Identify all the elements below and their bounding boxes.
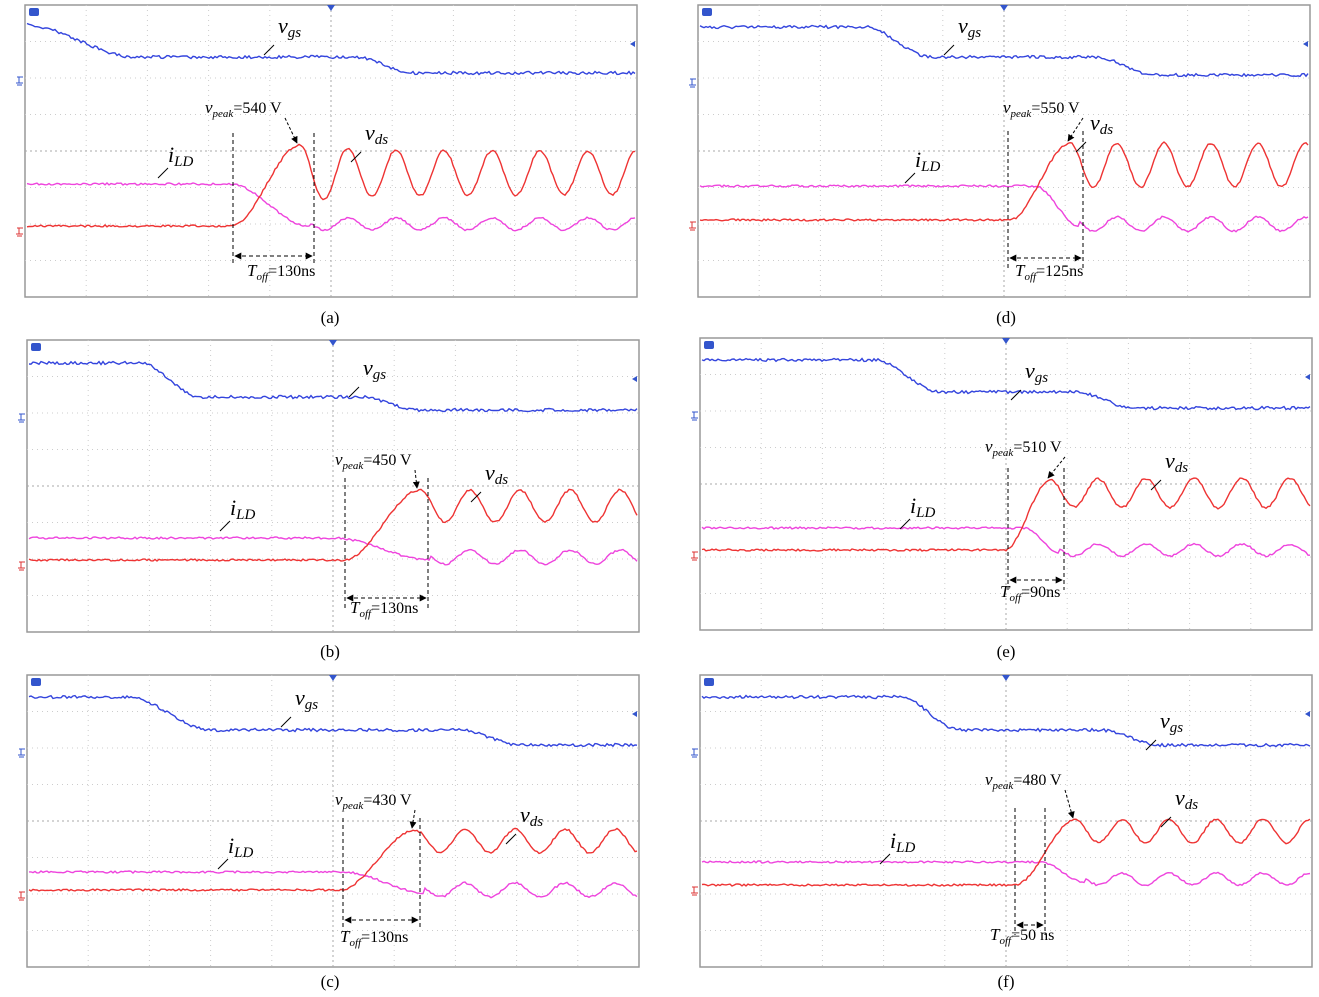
channel-badge xyxy=(704,678,714,686)
scope-panel: vgsvdsiLDvpeak=450 VToff=130ns xyxy=(18,340,639,632)
subscript: gs xyxy=(373,367,387,383)
subscript: LD xyxy=(235,507,255,523)
figure: vgsvdsiLDvpeak=540 VToff=130ns(a)vgsvdsi… xyxy=(0,0,1319,997)
subscript: ds xyxy=(1185,797,1199,813)
label-rest: =540 V xyxy=(233,100,282,117)
ground-marker xyxy=(18,414,25,422)
label-rest: =480 V xyxy=(1013,772,1062,789)
ground-marker xyxy=(18,892,25,900)
ground-marker xyxy=(689,222,696,230)
ground-marker xyxy=(691,749,698,757)
subscript: ds xyxy=(530,814,544,830)
symbol: v xyxy=(1175,785,1185,810)
label-rest: =125ns xyxy=(1036,263,1083,280)
subscript: gs xyxy=(1170,720,1184,736)
label-rest: =90ns xyxy=(1021,584,1060,601)
ground-marker xyxy=(691,887,698,895)
subscript: LD xyxy=(895,840,915,856)
symbol: v xyxy=(295,685,305,710)
ground-marker xyxy=(18,562,25,570)
label-rest: =50 ns xyxy=(1011,927,1054,944)
symbol: v xyxy=(485,460,495,485)
subscript: LD xyxy=(173,154,193,170)
channel-badge xyxy=(31,678,41,686)
caption: (d) xyxy=(996,308,1016,327)
subscript: peak xyxy=(992,447,1015,459)
subscript: gs xyxy=(305,697,319,713)
symbol: v xyxy=(278,13,288,38)
symbol: v xyxy=(1025,358,1035,383)
ground-marker xyxy=(689,79,696,87)
caption: (c) xyxy=(321,972,340,991)
ground-marker xyxy=(691,552,698,560)
label-rest: =550 V xyxy=(1031,100,1080,117)
ground-marker xyxy=(18,749,25,757)
ground-marker xyxy=(16,77,23,85)
subscript: ds xyxy=(495,472,509,488)
caption: (f) xyxy=(998,972,1015,991)
symbol: v xyxy=(1165,448,1175,473)
subscript: ds xyxy=(1100,122,1114,138)
label-rest: =130ns xyxy=(371,600,418,617)
subscript: peak xyxy=(1010,108,1033,120)
subscript: peak xyxy=(212,108,235,120)
subscript: peak xyxy=(992,780,1015,792)
scope-panel: vgsvdsiLDvpeak=430 VToff=130ns xyxy=(18,675,639,967)
label-rest: =430 V xyxy=(363,792,412,809)
symbol: v xyxy=(363,355,373,380)
symbol: v xyxy=(958,13,968,38)
subscript: LD xyxy=(915,505,935,521)
subscript: gs xyxy=(968,25,982,41)
caption: (e) xyxy=(997,642,1016,661)
symbol: v xyxy=(1090,110,1100,135)
subscript: LD xyxy=(233,845,253,861)
label-rest: =510 V xyxy=(1013,439,1062,456)
subscript: gs xyxy=(1035,370,1049,386)
subscript: ds xyxy=(375,132,389,148)
subscript: peak xyxy=(342,460,365,472)
symbol: v xyxy=(520,802,530,827)
channel-badge xyxy=(29,8,39,16)
symbol: v xyxy=(365,120,375,145)
label-rest: =130ns xyxy=(361,929,408,946)
scope-panel: vgsvdsiLDvpeak=550 VToff=125ns xyxy=(689,5,1310,297)
subscript: ds xyxy=(1175,460,1189,476)
channel-badge xyxy=(31,343,41,351)
label: Toff=90ns xyxy=(1000,582,1060,604)
subscript: peak xyxy=(342,800,365,812)
subscript: gs xyxy=(288,25,302,41)
channel-badge xyxy=(702,8,712,16)
ground-marker xyxy=(691,412,698,420)
symbol: v xyxy=(1160,708,1170,733)
ground-marker xyxy=(16,228,23,236)
caption: (b) xyxy=(320,642,340,661)
subscript: LD xyxy=(920,159,940,175)
label-rest: =450 V xyxy=(363,452,412,469)
caption: (a) xyxy=(321,308,340,327)
channel-badge xyxy=(704,341,714,349)
label-rest: =130ns xyxy=(268,263,315,280)
